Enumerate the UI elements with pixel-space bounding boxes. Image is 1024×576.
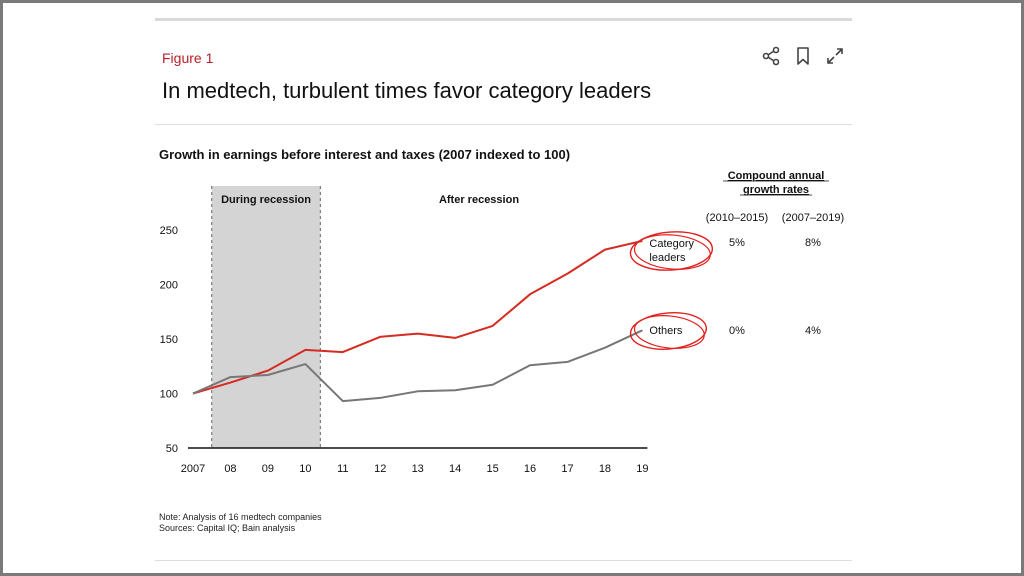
share-icon[interactable] — [761, 46, 781, 66]
series-line — [192, 239, 643, 395]
y-tick-label: 250 — [160, 225, 178, 237]
x-tick-label: 12 — [374, 463, 386, 475]
cagr-heading: Compound annual — [728, 170, 825, 182]
cagr-heading: growth rates — [743, 184, 809, 196]
cagr-value: 5% — [729, 237, 745, 249]
y-tick-label: 100 — [160, 389, 178, 401]
chart-title: Growth in earnings before interest and t… — [159, 147, 570, 162]
expand-icon[interactable] — [825, 46, 845, 66]
chart-sources: Sources: Capital IQ; Bain analysis — [159, 523, 296, 533]
figure-toolbar — [760, 46, 850, 68]
cagr-value: 8% — [805, 237, 821, 249]
x-tick-label: 16 — [524, 463, 536, 475]
highlight-circle — [633, 234, 711, 270]
recession-shade — [211, 186, 321, 448]
highlight-circle — [629, 231, 714, 271]
y-tick-label: 50 — [166, 443, 178, 455]
x-tick-label: 13 — [412, 463, 424, 475]
x-tick-label: 18 — [599, 463, 611, 475]
chart-note: Note: Analysis of 16 medtech companies — [159, 512, 322, 522]
x-tick-label: 14 — [449, 463, 461, 475]
cagr-column-header: (2010–2015) — [706, 212, 768, 224]
cagr-value: 4% — [805, 325, 821, 337]
x-tick-label: 08 — [224, 463, 236, 475]
y-tick-label: 150 — [160, 334, 178, 346]
x-tick-label: 10 — [299, 463, 311, 475]
recession-label: During recession — [221, 194, 311, 206]
x-tick-label: 2007 — [181, 463, 205, 475]
figure-title: In medtech, turbulent times favor catego… — [162, 78, 652, 103]
series-label-category-leaders: Category — [649, 238, 694, 250]
bookmark-icon[interactable] — [793, 46, 813, 66]
highlight-circle — [633, 315, 705, 349]
x-tick-label: 17 — [561, 463, 573, 475]
x-tick-label: 19 — [636, 463, 648, 475]
highlight-circle — [629, 312, 707, 350]
series-label-category-leaders: leaders — [649, 252, 686, 264]
cagr-column-header: (2007–2019) — [782, 212, 844, 224]
x-tick-label: 11 — [337, 463, 348, 475]
after-recession-label: After recession — [439, 194, 519, 206]
figure-label: Figure 1 — [162, 50, 214, 66]
x-tick-label: 15 — [486, 463, 498, 475]
cagr-value: 0% — [729, 325, 745, 337]
y-tick-label: 200 — [160, 280, 178, 292]
title-divider — [155, 124, 852, 125]
series-line — [192, 329, 643, 403]
x-tick-label: 09 — [262, 463, 274, 475]
bottom-divider — [155, 560, 852, 561]
top-divider — [155, 18, 852, 21]
series-label-others: Others — [649, 325, 683, 337]
